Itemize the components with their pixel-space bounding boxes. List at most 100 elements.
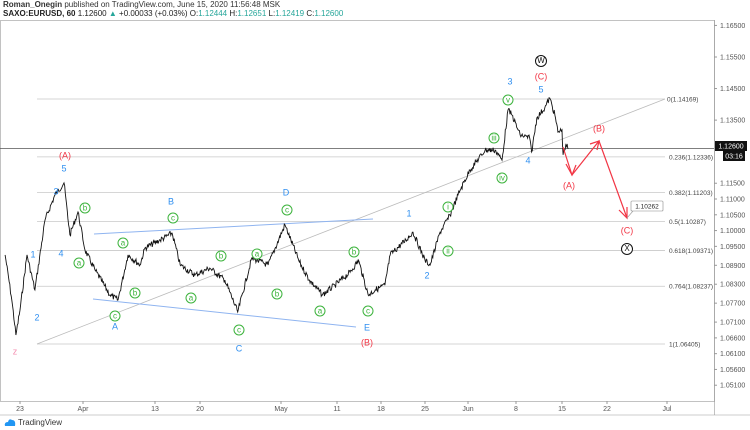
lower-triangle-line: [92, 298, 357, 328]
published-text: published on TradingView.com, June 15, 2…: [64, 0, 281, 9]
wave-label-green: v: [502, 94, 514, 106]
price-tick-label: 1.16500: [720, 23, 745, 30]
wave-label-blue: 5: [61, 163, 67, 174]
time-tick-label: Jul: [663, 406, 672, 413]
wave-label-blue: A: [111, 321, 119, 332]
wave-label-blue: 3: [53, 186, 59, 197]
arrow-head-icon: [565, 163, 577, 177]
fib-level-label: 0.236(1.12336): [669, 154, 713, 161]
wave-label-blue: 4: [58, 248, 64, 259]
wave-label-green: b: [271, 288, 283, 300]
wave-label-blue: B: [167, 196, 175, 207]
countdown-label: 03:16: [725, 154, 743, 161]
time-tick-label: 11: [333, 406, 340, 413]
wave-label-green: b: [129, 287, 141, 299]
wave-label-black-circle: X: [621, 243, 633, 255]
author-name[interactable]: Roman_Onegin: [3, 0, 63, 9]
price-tick-label: 1.08300: [720, 282, 745, 289]
symbol-name[interactable]: SAXO:EURUSD, 60: [3, 9, 76, 18]
current-price-badge: [715, 141, 747, 151]
wave-label-red: (A): [59, 150, 71, 161]
publish-info: Roman_Onegin published on TradingView.co…: [3, 0, 280, 9]
time-tick-label: 18: [377, 406, 385, 413]
wave-label-green: c: [167, 212, 179, 224]
wave-label-blue: E: [363, 322, 371, 333]
price-series-line: [4, 97, 569, 336]
fib-level-label: 0.5(1.10287): [669, 219, 706, 226]
time-tick-label: Jun: [462, 406, 473, 413]
fib-level-label: 0.382(1.11203): [669, 190, 713, 197]
wave-label-pink: z: [12, 346, 18, 357]
wave-label-red: (A): [563, 180, 575, 191]
upper-triangle-line: [93, 218, 374, 235]
wave-label-green: iv: [496, 172, 508, 184]
fib-level-label: 0.764(1.08237): [669, 284, 713, 291]
wave-label-blue: 2: [424, 270, 430, 281]
wave-label-red: (B): [593, 123, 605, 134]
wave-label-green: a: [73, 257, 85, 269]
fib-level-label: 0.618(1.09371): [669, 248, 713, 255]
wave-label-green: a: [117, 237, 129, 249]
up-arrow-icon: ▲: [108, 9, 117, 18]
tradingview-logo[interactable]: TradingView: [4, 418, 62, 427]
wave-label-green: b: [79, 202, 91, 214]
price-tick-label: 1.10500: [720, 212, 745, 219]
arrow-head-icon: [589, 140, 600, 151]
target-price-label: 1.10262: [635, 204, 659, 211]
wave-label-blue: D: [282, 187, 290, 198]
wave-label-green: i: [442, 201, 454, 213]
time-tick-label: Apr: [78, 406, 90, 413]
price-tick-label: 1.06100: [720, 351, 745, 358]
time-tick-label: 8: [514, 406, 518, 413]
time-tick-label: 15: [558, 406, 566, 413]
price-tick-label: 1.13500: [720, 118, 745, 125]
wave-label-green: ii: [442, 245, 454, 257]
wave-label-blue: 4: [525, 155, 531, 166]
low-label: L:: [268, 9, 276, 18]
symbol-legend: SAXO:EURUSD, 60 1.12600 ▲ +0.00033 (+0.0…: [3, 9, 343, 18]
wave-label-green: iii: [488, 132, 500, 144]
last-price: 1.12600: [77, 9, 107, 18]
projection-path: [562, 139, 628, 219]
price-tick-label: 1.09500: [720, 244, 745, 251]
wave-label-red: (C): [534, 71, 548, 82]
wave-label-blue: 5: [538, 84, 544, 95]
time-tick-label: 20: [196, 406, 204, 413]
price-tick-label: 1.05600: [720, 367, 745, 374]
wave-label-blue: 1: [406, 208, 412, 219]
price-tick-label: 1.10000: [720, 228, 745, 235]
diagonal-trendline: [36, 98, 666, 345]
wave-label-green: b: [215, 250, 227, 262]
wave-label-green: c: [281, 204, 293, 216]
price-change: +0.00033 (+0.03%): [119, 9, 188, 18]
close-label: C:: [306, 9, 315, 18]
wave-label-green: a: [185, 292, 197, 304]
time-tick-label: 13: [151, 406, 159, 413]
wave-label-red: (B): [361, 337, 373, 348]
open-value: 1.12444: [198, 9, 228, 18]
wave-label-green: b: [348, 246, 360, 258]
wave-label-red: (C): [620, 225, 634, 236]
wave-label-green: a: [251, 248, 263, 260]
price-tick-label: 1.08900: [720, 263, 745, 270]
price-tick-label: 1.07700: [720, 301, 745, 308]
price-tick-label: 1.15500: [720, 54, 745, 61]
wave-label-green: c: [362, 305, 374, 317]
time-tick-label: 23: [16, 406, 24, 413]
countdown-badge: [723, 151, 745, 161]
price-tick-label: 1.05100: [720, 383, 745, 390]
current-price-label: 1.12600: [718, 144, 743, 151]
wave-label-blue: 2: [34, 312, 40, 323]
high-label: H:: [229, 9, 238, 18]
wave-label-green: c: [109, 310, 121, 322]
close-value: 1.12600: [314, 9, 344, 18]
wave-label-blue: C: [235, 343, 243, 354]
target-price-box: [630, 200, 664, 212]
wave-label-black-circle: W: [535, 55, 547, 67]
time-tick-label: 22: [603, 406, 611, 413]
fib-level-label: 1(1.06405): [669, 342, 700, 349]
wave-label-green: c: [233, 324, 245, 336]
fib-level-label: 0(1.14169): [667, 97, 698, 104]
price-tick-label: 1.11000: [720, 197, 745, 204]
